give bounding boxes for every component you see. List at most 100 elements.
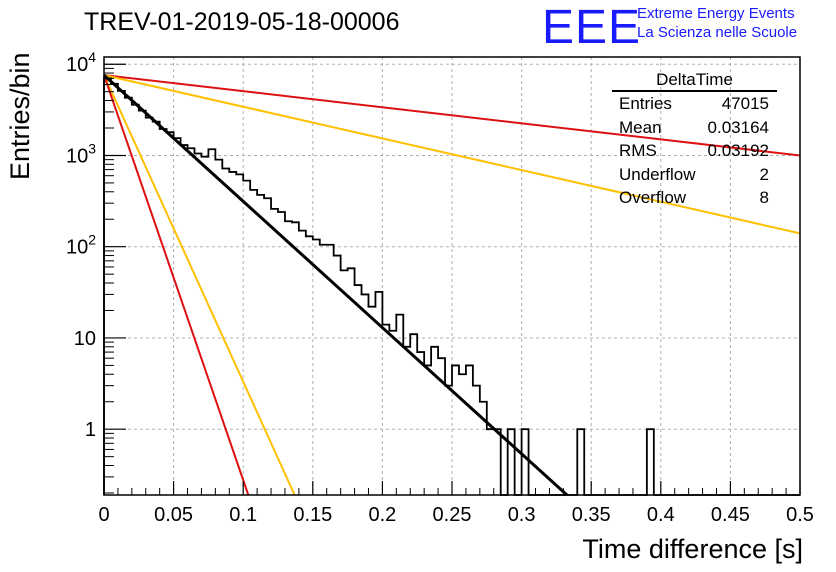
- x-tick-label: 0.15: [293, 504, 332, 526]
- y-tick-exponent: 3: [88, 140, 96, 156]
- y-tick-label: 104: [66, 49, 96, 76]
- reference-curves: [103, 74, 801, 496]
- histogram-bin: [188, 148, 195, 495]
- histogram-bin: [222, 168, 229, 495]
- histogram-bin: [174, 138, 181, 495]
- logo-line-2: La Scienza nelle Scuole: [637, 24, 798, 41]
- histogram-bin: [132, 105, 139, 495]
- histogram-bin: [236, 174, 243, 495]
- histogram-bin: [250, 190, 257, 495]
- stats-label: Underflow: [619, 164, 696, 184]
- histogram-bin: [389, 331, 396, 495]
- histogram-bin: [153, 122, 160, 495]
- stats-row-overflow: Overflow 8: [612, 186, 777, 210]
- y-tick-label: 103: [66, 140, 96, 167]
- histogram-bin: [299, 231, 306, 495]
- histogram-bin: [125, 98, 132, 495]
- x-tick-label: 0.45: [711, 504, 750, 526]
- histogram-bin: [215, 160, 222, 495]
- histogram-bin: [487, 429, 494, 495]
- histogram-bin: [362, 294, 369, 495]
- stats-label: Overflow: [619, 188, 687, 207]
- histogram-bin: [459, 374, 466, 495]
- histogram-bin: [208, 149, 215, 495]
- histogram-bin: [306, 236, 313, 495]
- histogram-bin: [160, 129, 167, 495]
- stats-row-underflow: Underflow 2: [612, 163, 777, 187]
- y-tick-label: 10: [74, 328, 96, 350]
- y-axis: 1 10 102 103 104: [66, 49, 126, 494]
- histogram-bin: [181, 145, 188, 495]
- stats-value: 0.03164: [707, 117, 769, 137]
- grid-lines: [104, 57, 800, 495]
- histogram-bin: [403, 347, 410, 495]
- histogram-bin: [243, 181, 250, 495]
- histogram-bin: [417, 352, 424, 495]
- histogram-bin: [647, 429, 654, 495]
- histogram-bin: [522, 429, 529, 495]
- histogram-bin: [194, 154, 201, 495]
- histogram-bin: [431, 347, 438, 495]
- reference-curve: [103, 74, 296, 496]
- stats-box-title: DeltaTime: [612, 70, 777, 92]
- fit-line: [102, 73, 568, 497]
- y-tick-label: 102: [66, 232, 96, 259]
- eee-logo: EEE: [542, 1, 642, 54]
- x-axis-label: Time difference [s]: [582, 534, 803, 564]
- histogram-bin: [313, 239, 320, 495]
- reference-curve: [103, 74, 801, 235]
- logo-line-1: Extreme Energy Events: [637, 5, 795, 22]
- x-tick-label: 0.4: [647, 504, 675, 526]
- x-tick-label: 0.1: [229, 504, 257, 526]
- histogram-bin: [264, 198, 271, 495]
- stats-label: RMS: [619, 141, 657, 160]
- stats-row-entries: Entries 47015: [612, 92, 777, 116]
- stats-value: 2: [759, 164, 769, 184]
- stats-box: DeltaTime Entries 47015 Mean 0.03164 RMS 0.…: [612, 70, 777, 210]
- histogram-bin: [201, 157, 208, 495]
- stats-value: 8: [759, 188, 769, 207]
- histogram-bin: [285, 221, 292, 495]
- x-tick-label: 0: [98, 504, 109, 526]
- x-tick-label: 0.35: [572, 504, 611, 526]
- histogram-bin: [167, 132, 174, 495]
- histogram-bin: [104, 78, 111, 495]
- histogram-bin: [473, 386, 480, 495]
- histogram-bin: [368, 307, 375, 495]
- stats-label: Entries: [619, 94, 672, 113]
- histogram-bin: [257, 195, 264, 495]
- histogram-bin: [577, 429, 584, 495]
- x-axis: 0 0.05 0.1 0.15 0.2 0.25 0.3 0.35 0.4 0.45 0.5: [98, 481, 814, 526]
- stats-row-rms: RMS 0.03192: [612, 139, 777, 163]
- histogram-bin: [292, 222, 299, 495]
- reference-curve: [103, 74, 250, 496]
- histogram-bin: [355, 285, 362, 495]
- chart-title: TREV-01-2019-05-18-00006: [84, 8, 400, 36]
- y-axis-label: Entries/bin: [5, 52, 35, 180]
- histogram-bin: [271, 209, 278, 495]
- stats-value: 0.03192: [707, 141, 769, 160]
- fit-curve: [102, 73, 568, 497]
- x-tick-label: 0.05: [154, 504, 193, 526]
- histogram-bin: [424, 365, 431, 495]
- logo-text: Extreme Energy Events La Scienza nelle S…: [637, 4, 797, 42]
- x-tick-label: 0.5: [786, 504, 814, 526]
- histogram-bin: [334, 256, 341, 495]
- x-tick-label: 0.25: [433, 504, 472, 526]
- x-tick-label: 0.3: [508, 504, 536, 526]
- y-tick-exponent: 4: [88, 49, 96, 65]
- x-tick-label: 0.2: [368, 504, 396, 526]
- histogram-bin: [494, 429, 501, 495]
- histogram-bin: [382, 325, 389, 495]
- histogram-bin: [139, 111, 146, 495]
- histogram-bin: [452, 365, 459, 495]
- stats-label: Mean: [619, 117, 662, 137]
- stats-row-mean: Mean 0.03164: [612, 116, 777, 140]
- stats-value: 47015: [721, 94, 769, 113]
- histogram-bin: [146, 118, 153, 495]
- histogram-bin: [466, 365, 473, 495]
- histogram-bin: [508, 429, 515, 495]
- y-tick-exponent: 2: [88, 232, 96, 248]
- histogram-bin: [445, 386, 452, 495]
